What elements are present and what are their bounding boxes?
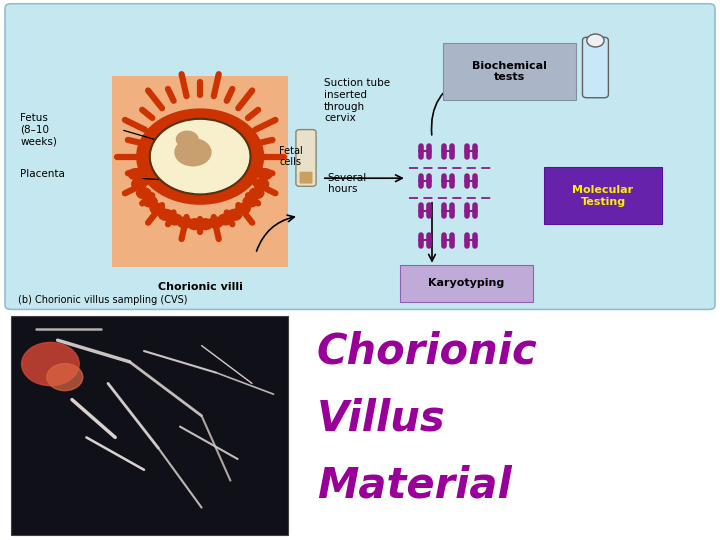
FancyBboxPatch shape — [400, 265, 533, 302]
Circle shape — [168, 214, 182, 225]
Text: Placenta: Placenta — [20, 169, 65, 179]
Circle shape — [258, 168, 272, 179]
Text: Molecular
Testing: Molecular Testing — [572, 185, 634, 206]
Circle shape — [208, 217, 222, 228]
Circle shape — [235, 204, 250, 214]
Circle shape — [587, 34, 604, 47]
Circle shape — [175, 139, 211, 166]
Text: Suction tube
inserted
through
cervix: Suction tube inserted through cervix — [324, 78, 390, 123]
FancyBboxPatch shape — [11, 316, 288, 535]
Text: Material: Material — [317, 465, 511, 507]
Text: Fetal
cells: Fetal cells — [279, 146, 303, 167]
Text: Fetus
(8–10
weeks): Fetus (8–10 weeks) — [20, 113, 57, 146]
Circle shape — [198, 219, 212, 230]
Circle shape — [151, 120, 249, 193]
Circle shape — [243, 196, 258, 207]
Circle shape — [150, 204, 165, 214]
FancyBboxPatch shape — [544, 167, 662, 224]
Text: Karyotyping: Karyotyping — [428, 279, 504, 288]
Circle shape — [143, 196, 157, 207]
Circle shape — [176, 131, 198, 147]
FancyBboxPatch shape — [5, 4, 715, 309]
Circle shape — [137, 188, 151, 199]
Text: Several
hours: Several hours — [328, 173, 367, 194]
Circle shape — [22, 342, 79, 386]
Circle shape — [137, 109, 264, 204]
FancyBboxPatch shape — [443, 43, 576, 100]
Circle shape — [188, 219, 202, 230]
Circle shape — [228, 210, 242, 220]
Circle shape — [218, 214, 233, 225]
FancyBboxPatch shape — [296, 130, 316, 186]
FancyBboxPatch shape — [300, 172, 312, 184]
Text: Chorionic: Chorionic — [317, 330, 537, 372]
Circle shape — [132, 179, 146, 190]
Text: Chorionic villi: Chorionic villi — [158, 282, 243, 292]
Circle shape — [249, 188, 264, 199]
Text: (b) Chorionic villus sampling (CVS): (b) Chorionic villus sampling (CVS) — [18, 295, 187, 305]
Circle shape — [178, 217, 192, 228]
Circle shape — [47, 363, 83, 390]
Text: Villus: Villus — [317, 397, 446, 440]
Circle shape — [158, 210, 173, 220]
FancyBboxPatch shape — [582, 37, 608, 98]
Circle shape — [128, 168, 143, 179]
FancyBboxPatch shape — [112, 76, 288, 267]
Circle shape — [254, 179, 269, 190]
Text: Biochemical
tests: Biochemical tests — [472, 60, 546, 82]
